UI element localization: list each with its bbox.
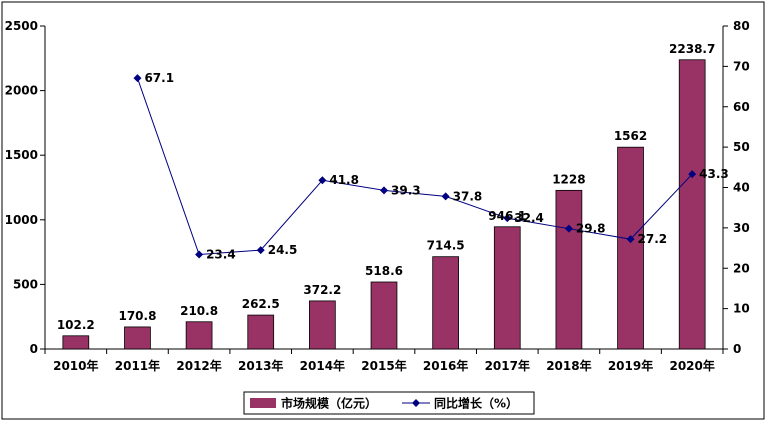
x-tick-label: 2011年 xyxy=(115,358,160,373)
legend-swatch-bar xyxy=(250,398,276,408)
y-left-tick-label: 2500 xyxy=(5,19,38,33)
legend-label-line: 同比增长（%） xyxy=(434,396,518,411)
bar-value-label: 262.5 xyxy=(242,297,280,311)
y-right-tick-label: 50 xyxy=(733,140,750,154)
bar-value-label: 210.8 xyxy=(180,304,218,318)
line-value-label: 23.4 xyxy=(206,248,236,262)
legend-box xyxy=(243,391,535,415)
line-value-label: 39.3 xyxy=(391,183,421,197)
data-labels: 102.2 170.8 210.8 262.5 372.2 518.6 714.5 946.1… xyxy=(57,42,729,332)
line-value-label: 41.8 xyxy=(329,173,359,187)
line-value-label: 27.2 xyxy=(638,232,668,246)
y-right-tick-label: 80 xyxy=(733,19,750,33)
x-tick-label: 2012年 xyxy=(176,358,221,373)
bar-series xyxy=(62,59,706,350)
x-tick-label: 2010年 xyxy=(53,358,98,373)
x-tick-label: 2015年 xyxy=(361,358,406,373)
y-left-tick-label: 500 xyxy=(13,277,38,291)
y-left-tick-label: 1000 xyxy=(5,213,38,227)
y-left-tick-label: 1500 xyxy=(5,148,38,162)
bar xyxy=(617,146,644,350)
line-marker xyxy=(195,250,204,259)
bar-value-label: 102.2 xyxy=(57,318,95,332)
line-marker xyxy=(503,214,512,223)
line-value-label: 24.5 xyxy=(268,243,298,257)
line-value-label: 32.4 xyxy=(514,211,544,225)
bar-value-label: 518.6 xyxy=(365,264,403,278)
bar xyxy=(247,314,275,350)
line-value-label: 67.1 xyxy=(144,71,174,85)
line-value-label: 29.8 xyxy=(576,222,606,236)
bar xyxy=(62,335,90,350)
line-marker xyxy=(380,186,388,195)
line-marker xyxy=(133,74,142,83)
x-tick-label: 2018年 xyxy=(546,358,591,373)
x-tick-label: 2014年 xyxy=(300,358,345,373)
x-tick-label: 2019年 xyxy=(608,358,653,373)
bar xyxy=(432,256,459,350)
line-marker xyxy=(256,246,265,255)
y-right-tick-label: 0 xyxy=(733,342,741,356)
line-marker xyxy=(688,170,697,179)
bar xyxy=(555,189,583,350)
line-marker xyxy=(318,176,327,185)
line-marker xyxy=(564,224,573,233)
bar xyxy=(185,321,213,350)
line-series xyxy=(133,74,697,259)
y-right-tick-label: 40 xyxy=(733,181,750,195)
bar xyxy=(124,326,151,350)
bar-value-label: 2238.7 xyxy=(669,42,715,56)
bar xyxy=(309,300,336,350)
bar-value-label: 1228 xyxy=(552,172,585,186)
bar-value-label: 170.8 xyxy=(118,309,156,323)
y-right-tick-label: 70 xyxy=(733,59,750,73)
bar xyxy=(678,59,706,350)
x-tick-label: 2017年 xyxy=(485,358,530,373)
bar-value-label: 372.2 xyxy=(303,283,341,297)
y-right-tick-label: 20 xyxy=(733,261,750,275)
legend: 市场规模（亿元） 同比增长（%） xyxy=(243,391,535,415)
bar xyxy=(493,226,521,350)
legend-swatch-marker xyxy=(412,399,420,407)
legend-label-bar: 市场规模（亿元） xyxy=(281,396,377,411)
bar xyxy=(370,281,398,350)
bar-value-label: 714.5 xyxy=(427,239,465,253)
y-right-tick-label: 10 xyxy=(733,302,750,316)
x-tick-label: 2020年 xyxy=(669,358,714,373)
chart-border xyxy=(1,1,765,420)
line-marker xyxy=(441,192,450,201)
bar-value-label: 946.1 xyxy=(488,209,526,223)
y-right-tick-label: 30 xyxy=(733,221,750,235)
bar-value-label: 1562 xyxy=(614,129,647,143)
y-left-tick-label: 2000 xyxy=(5,84,38,98)
y-right-tick-label: 60 xyxy=(733,100,750,114)
x-tick-label: 2016年 xyxy=(423,358,468,373)
line-value-label: 43.3 xyxy=(699,167,729,181)
growth-line xyxy=(136,77,693,256)
y-left-tick-label: 0 xyxy=(30,342,38,356)
axes: 0 500 1000 1500 2000 2500 0 10 20 30 40 50 60 70 80 201… xyxy=(5,19,750,373)
line-value-label: 37.8 xyxy=(453,189,483,203)
x-tick-label: 2013年 xyxy=(238,358,283,373)
line-marker xyxy=(626,235,635,244)
